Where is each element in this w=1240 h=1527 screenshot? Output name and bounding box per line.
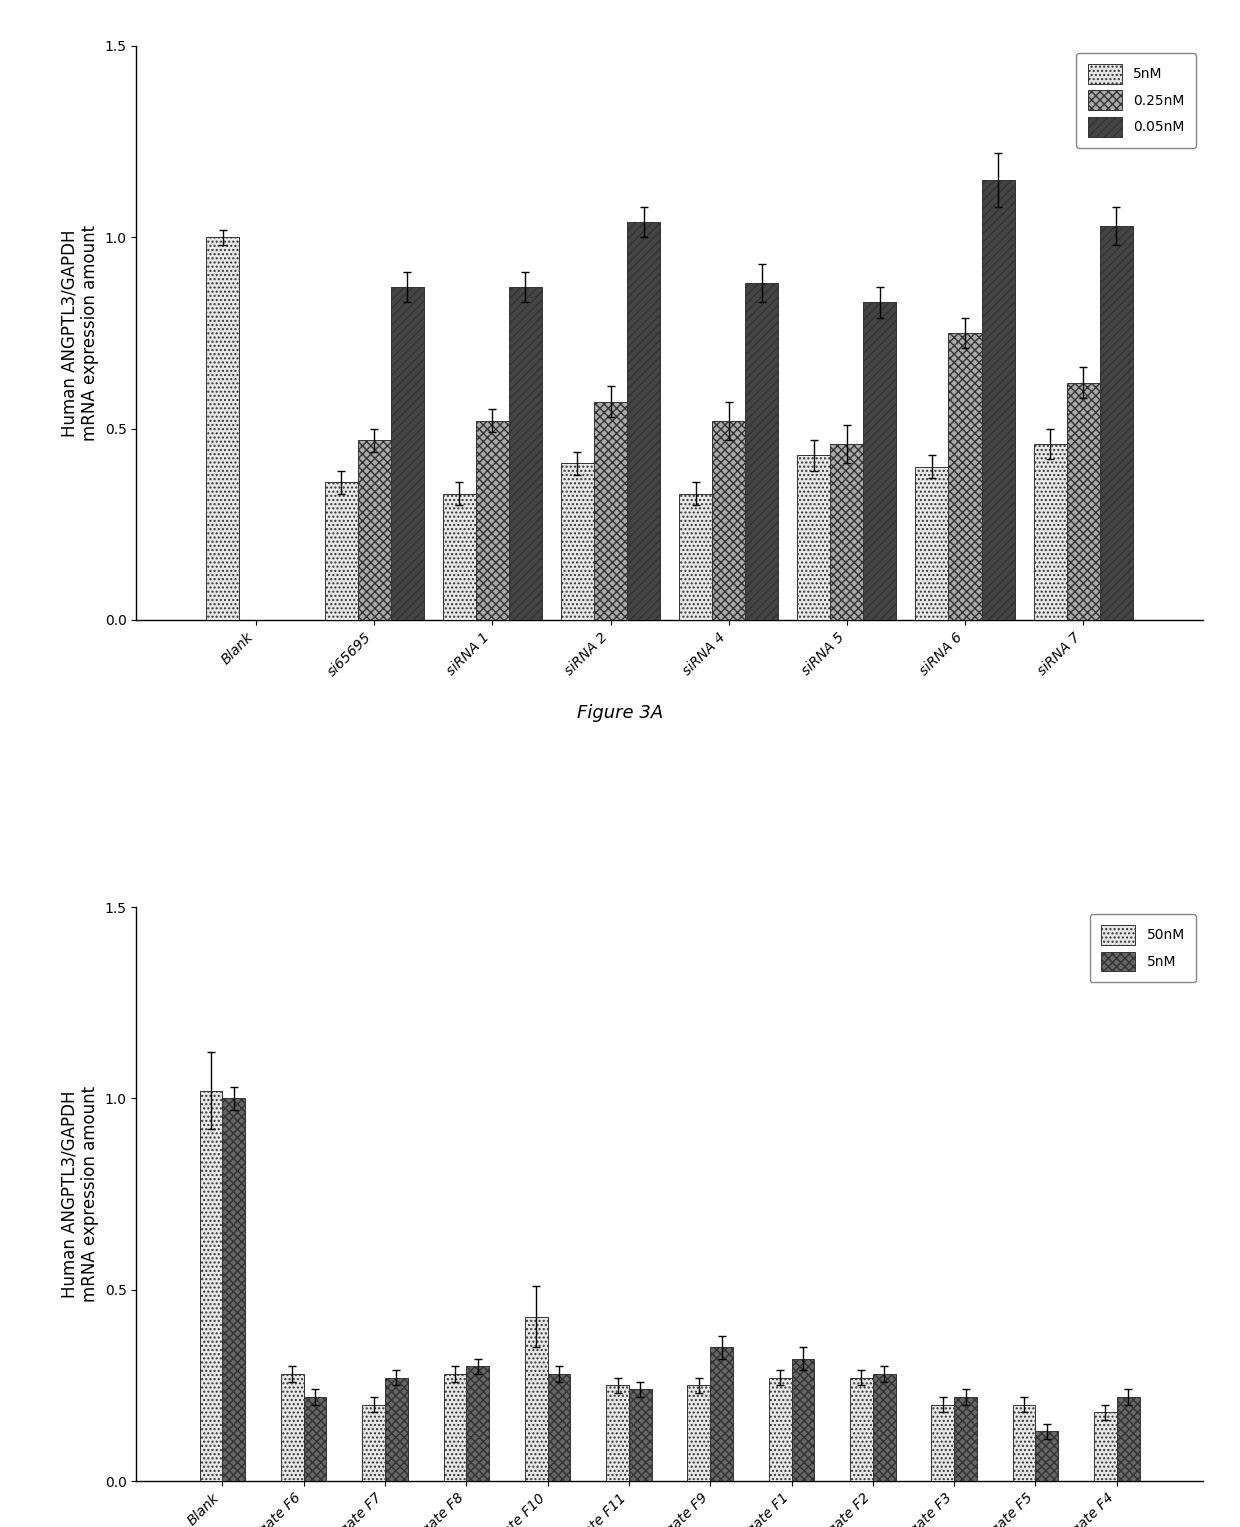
Bar (954, 1397, 977, 1481)
Bar (386, 1377, 408, 1481)
Bar (466, 1367, 489, 1481)
Bar (1066, 383, 1100, 620)
Bar (797, 455, 831, 620)
Bar (444, 1374, 466, 1481)
Bar (1100, 226, 1133, 620)
Bar (325, 483, 357, 620)
Bar (391, 287, 424, 620)
Bar (357, 440, 391, 620)
Bar (281, 1374, 304, 1481)
Bar (443, 493, 476, 620)
Text: Figure 3A: Figure 3A (577, 704, 663, 722)
Bar (200, 1090, 222, 1481)
Bar (1094, 1412, 1117, 1481)
Bar (606, 1385, 629, 1481)
Bar (627, 221, 660, 620)
Legend: 5nM, 0.25nM, 0.05nM: 5nM, 0.25nM, 0.05nM (1076, 53, 1195, 148)
Bar (687, 1385, 711, 1481)
Bar (222, 1098, 246, 1481)
Bar (982, 180, 1014, 620)
Bar (594, 402, 627, 620)
Bar (791, 1359, 815, 1481)
Bar (206, 237, 239, 620)
Bar (949, 333, 982, 620)
Bar (476, 421, 508, 620)
Bar (560, 463, 594, 620)
Bar (548, 1374, 570, 1481)
Bar (362, 1405, 386, 1481)
Bar (525, 1316, 548, 1481)
Bar (1035, 1431, 1058, 1481)
Bar (831, 444, 863, 620)
Bar (712, 421, 745, 620)
Bar (863, 302, 897, 620)
Legend: 50nM, 5nM: 50nM, 5nM (1090, 915, 1195, 982)
Bar (851, 1377, 873, 1481)
Bar (1117, 1397, 1140, 1481)
Bar (745, 282, 779, 620)
Bar (931, 1405, 954, 1481)
Bar (629, 1390, 652, 1481)
Bar (769, 1377, 791, 1481)
Bar (304, 1397, 326, 1481)
Bar (711, 1347, 733, 1481)
Bar (508, 287, 542, 620)
Bar (873, 1374, 895, 1481)
Bar (1013, 1405, 1035, 1481)
Bar (915, 467, 949, 620)
Bar (680, 493, 712, 620)
Y-axis label: Human ANGPTL3/GAPDH
mRNA expression amount: Human ANGPTL3/GAPDH mRNA expression amou… (61, 1086, 99, 1303)
Y-axis label: Human ANGPTL3/GAPDH
mRNA expression amount: Human ANGPTL3/GAPDH mRNA expression amou… (61, 224, 99, 441)
Bar (1034, 444, 1066, 620)
